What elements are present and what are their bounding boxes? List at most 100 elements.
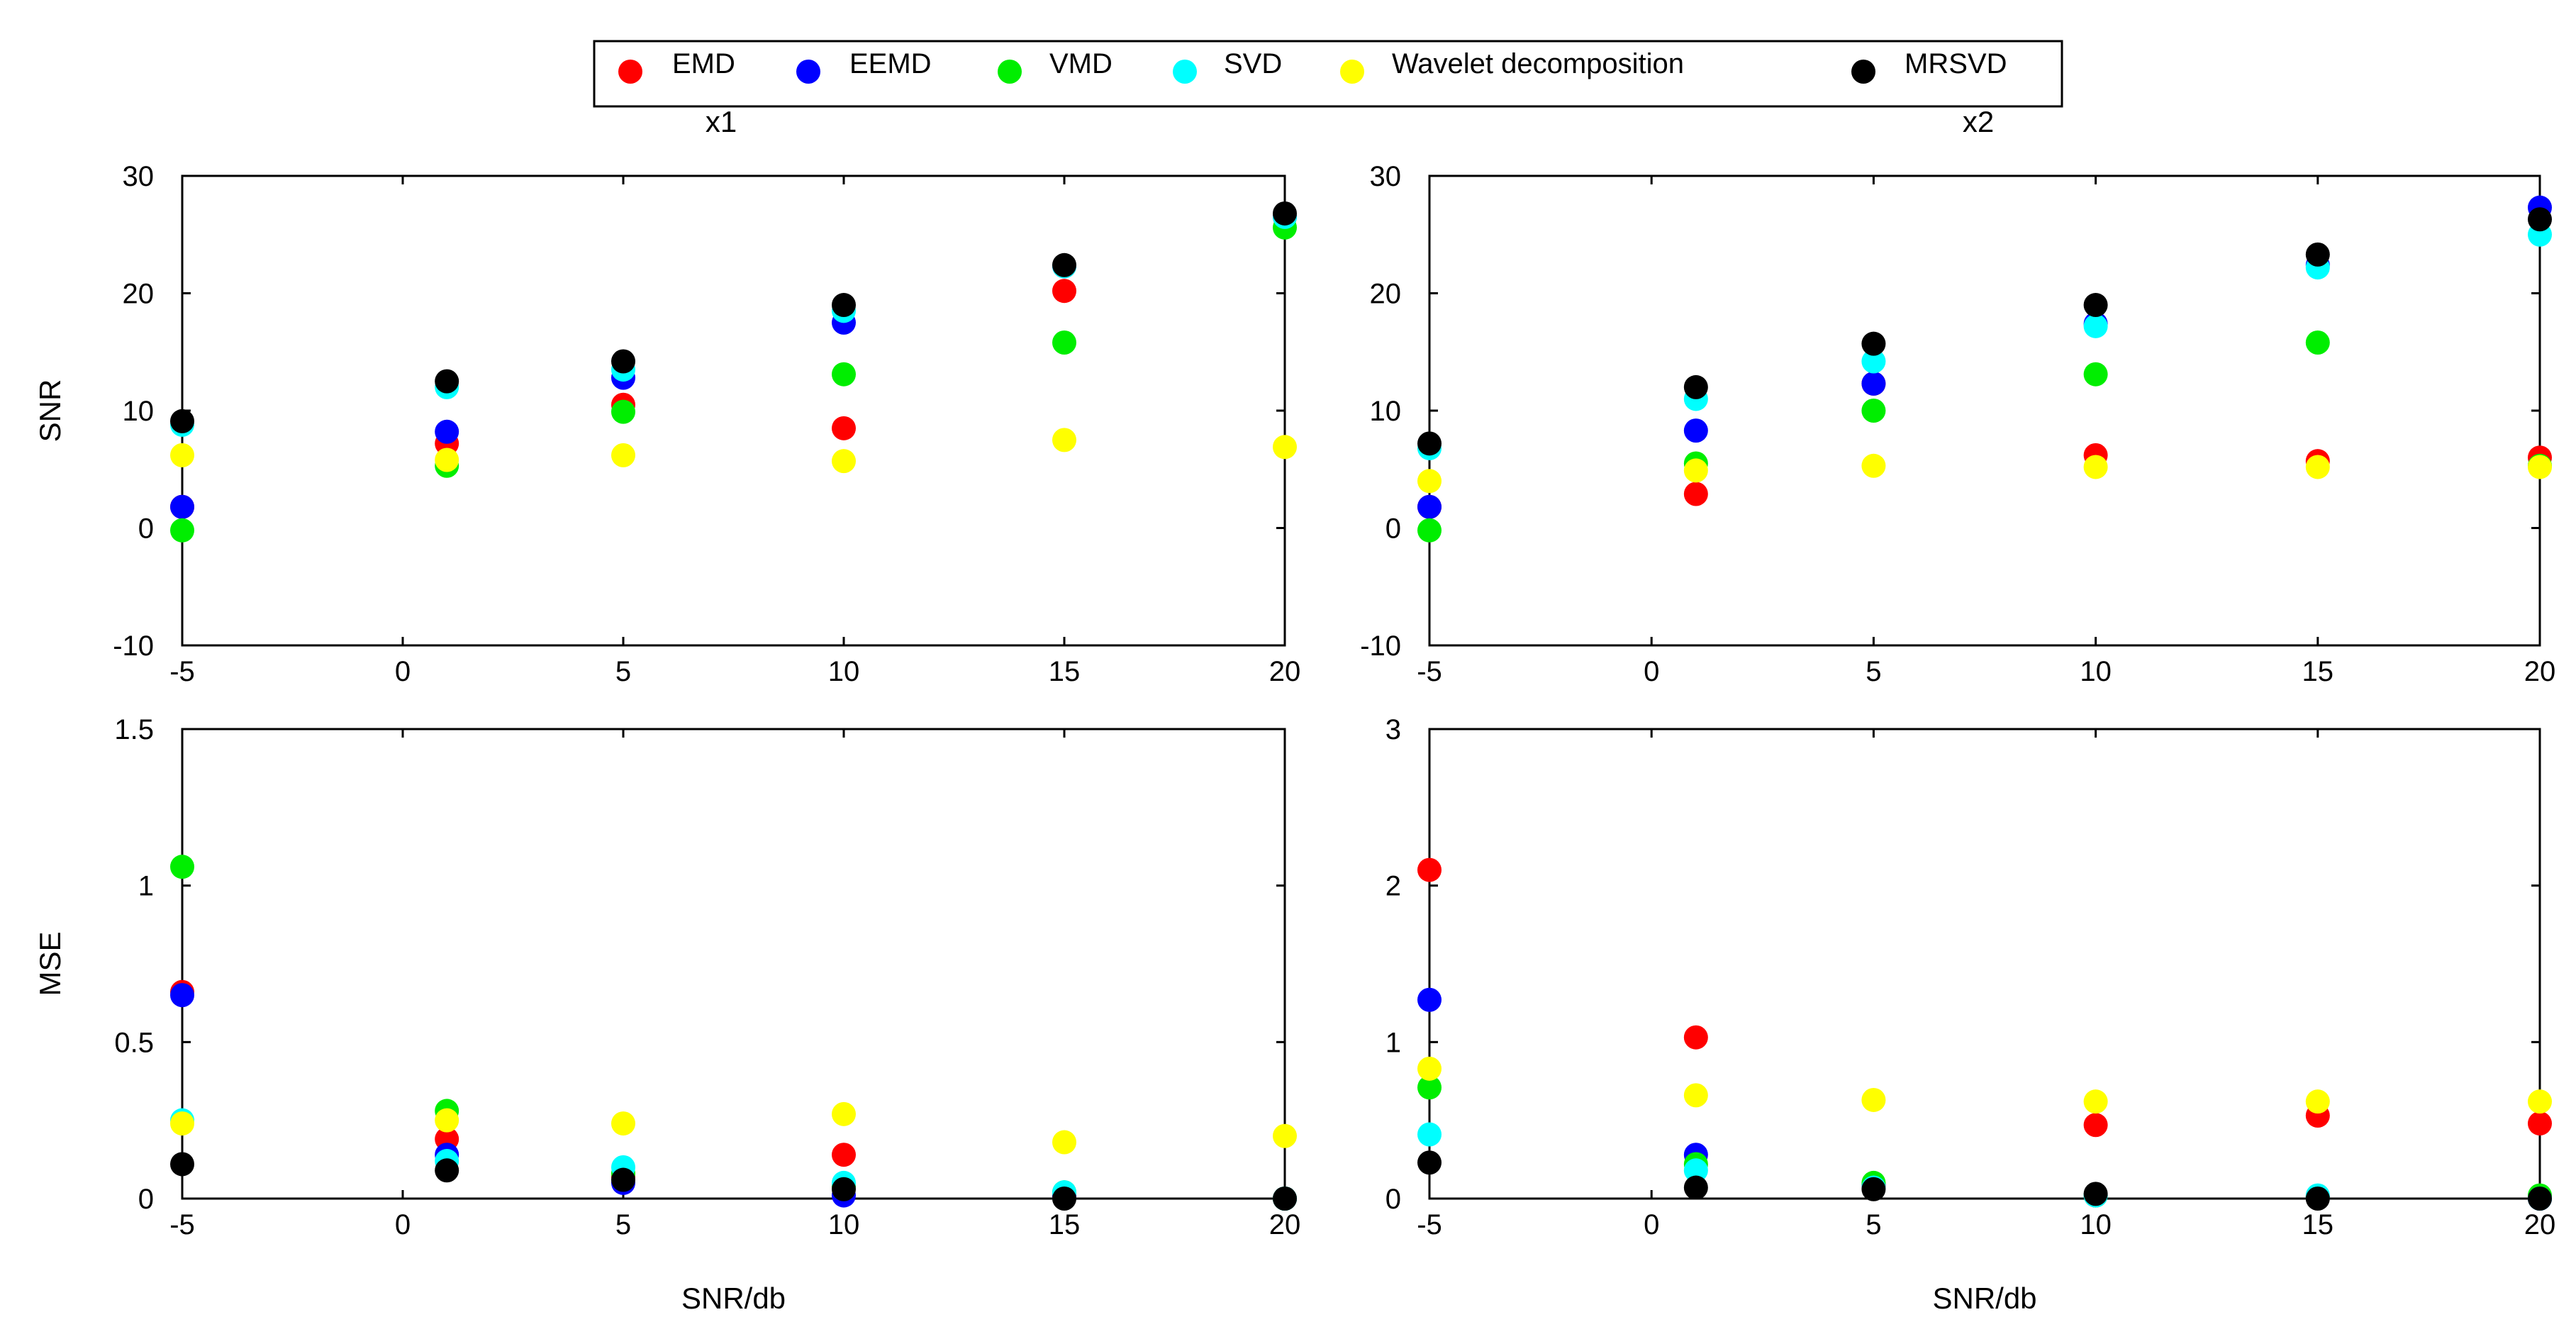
data-point-vmd xyxy=(170,855,194,879)
data-point-mrsvd xyxy=(1683,1175,1708,1200)
x-tick-label: 10 xyxy=(828,656,860,687)
x-tick-label: 5 xyxy=(615,656,631,687)
series-emd xyxy=(1417,371,2552,519)
data-point-mrsvd xyxy=(1052,1187,1076,1211)
x-tick-label: 15 xyxy=(2302,656,2334,687)
data-point-wavelet-decomposition xyxy=(435,448,459,472)
series-svd xyxy=(1417,222,2552,460)
data-point-mrsvd xyxy=(2083,1182,2108,1206)
x-tick-label: 5 xyxy=(615,1209,631,1240)
series-eemd xyxy=(170,204,1297,519)
series-wavelet-decomposition xyxy=(170,1101,1297,1155)
legend-label-wavelet: Wavelet decomposition xyxy=(1392,48,1684,79)
data-point-mrsvd xyxy=(1273,201,1297,226)
data-point-wavelet-decomposition xyxy=(435,1108,459,1133)
series-mrsvd xyxy=(170,201,1297,433)
series-mrsvd xyxy=(1417,207,2552,456)
series-vmd xyxy=(1417,330,2552,543)
data-point-vmd xyxy=(1052,330,1076,355)
series-wavelet-decomposition xyxy=(1417,1056,2552,1114)
data-point-mrsvd xyxy=(170,409,194,433)
series-mrsvd xyxy=(170,1152,1297,1211)
x-tick-label: 0 xyxy=(395,1209,411,1240)
data-point-wavelet-decomposition xyxy=(1273,435,1297,460)
legend-entry-eemd: EEMD xyxy=(796,48,932,84)
data-point-wavelet-decomposition xyxy=(1861,453,1886,478)
legend-marker-emd xyxy=(618,60,642,84)
x-axis-label: SNR/db xyxy=(681,1282,786,1315)
data-point-wavelet-decomposition xyxy=(1417,469,1442,494)
y-tick-label: 20 xyxy=(1370,279,1402,310)
y-tick-label: 0 xyxy=(1385,513,1401,545)
data-point-svd xyxy=(1417,1122,1442,1147)
chart-title: x2 xyxy=(1963,105,1994,138)
axes-frame xyxy=(1428,728,2541,1200)
x-tick-label: -5 xyxy=(169,656,195,687)
data-point-eemd xyxy=(170,983,194,1008)
axes-frame xyxy=(1428,174,2541,647)
data-point-wavelet-decomposition xyxy=(1273,1123,1297,1148)
x-tick-label: 0 xyxy=(1644,656,1659,687)
series-emd xyxy=(170,979,1297,1211)
data-point-svd xyxy=(1683,1158,1708,1183)
legend-label-svd: SVD xyxy=(1224,48,1282,79)
data-point-svd xyxy=(2083,313,2108,338)
data-point-mrsvd xyxy=(611,349,635,374)
data-point-vmd xyxy=(1861,399,1886,423)
series-eemd xyxy=(170,983,1297,1211)
data-point-mrsvd xyxy=(1861,331,1886,356)
data-point-emd xyxy=(832,416,856,440)
data-point-vmd xyxy=(611,399,635,424)
data-point-vmd xyxy=(832,362,856,387)
legend-frame xyxy=(593,40,2063,108)
x-axis-label: SNR/db xyxy=(1932,1282,2036,1315)
y-tick-label: 0 xyxy=(138,1184,154,1215)
data-point-mrsvd xyxy=(611,1167,635,1192)
y-tick-label: 10 xyxy=(123,396,155,427)
series-svd xyxy=(170,1108,1297,1211)
data-point-wavelet-decomposition xyxy=(2083,455,2108,479)
legend: EMD EEMD VMD SVD Wavelet decomposition M… xyxy=(593,40,2063,108)
y-axis-label: SNR xyxy=(33,379,67,443)
data-point-eemd xyxy=(435,419,459,444)
data-point-eemd xyxy=(1861,371,1886,396)
legend-label-vmd: VMD xyxy=(1049,48,1113,79)
data-point-mrsvd xyxy=(2305,242,2330,267)
y-tick-label: 30 xyxy=(123,161,155,192)
data-point-mrsvd xyxy=(1052,252,1076,277)
data-point-vmd xyxy=(2305,330,2330,355)
panel-bottom-right: -5 0 5 10 15 20 0 1 2 3 SNR/db xyxy=(1385,714,2556,1315)
x-tick-label: 10 xyxy=(2080,1209,2112,1240)
data-point-wavelet-decomposition xyxy=(2083,1089,2108,1114)
data-point-mrsvd xyxy=(435,369,459,394)
data-point-wavelet-decomposition xyxy=(1683,458,1708,483)
data-point-emd xyxy=(2083,1113,2108,1138)
data-point-vmd xyxy=(1417,518,1442,543)
data-point-eemd xyxy=(1683,418,1708,443)
data-point-emd xyxy=(2528,1111,2552,1136)
data-point-wavelet-decomposition xyxy=(170,1111,194,1136)
legend-entry-wavelet: Wavelet decomposition xyxy=(1340,48,1684,84)
data-point-eemd xyxy=(1417,987,1442,1012)
y-tick-label: 1 xyxy=(1385,1027,1401,1058)
x-tick-label: 0 xyxy=(395,656,411,687)
data-point-emd xyxy=(1683,482,1708,506)
x-tick-label: 15 xyxy=(2302,1209,2334,1240)
series-eemd xyxy=(1417,195,2552,519)
data-point-vmd xyxy=(2083,362,2108,387)
x-tick-label: 10 xyxy=(2080,656,2112,687)
data-point-mrsvd xyxy=(1861,1177,1886,1201)
x-tick-label: -5 xyxy=(169,1209,195,1240)
legend-entry-vmd: VMD xyxy=(998,48,1113,84)
data-point-mrsvd xyxy=(170,1152,194,1177)
series-eemd xyxy=(1417,987,2552,1211)
y-tick-label: 3 xyxy=(1385,714,1401,745)
data-point-svd xyxy=(1861,349,1886,374)
data-point-mrsvd xyxy=(1417,431,1442,456)
data-point-wavelet-decomposition xyxy=(832,449,856,474)
x-tick-label: 20 xyxy=(1269,1209,1301,1240)
data-point-mrsvd xyxy=(832,293,856,318)
series-wavelet-decomposition xyxy=(170,428,1297,474)
y-tick-label: 0.5 xyxy=(114,1027,154,1058)
data-point-wavelet-decomposition xyxy=(1417,1056,1442,1081)
